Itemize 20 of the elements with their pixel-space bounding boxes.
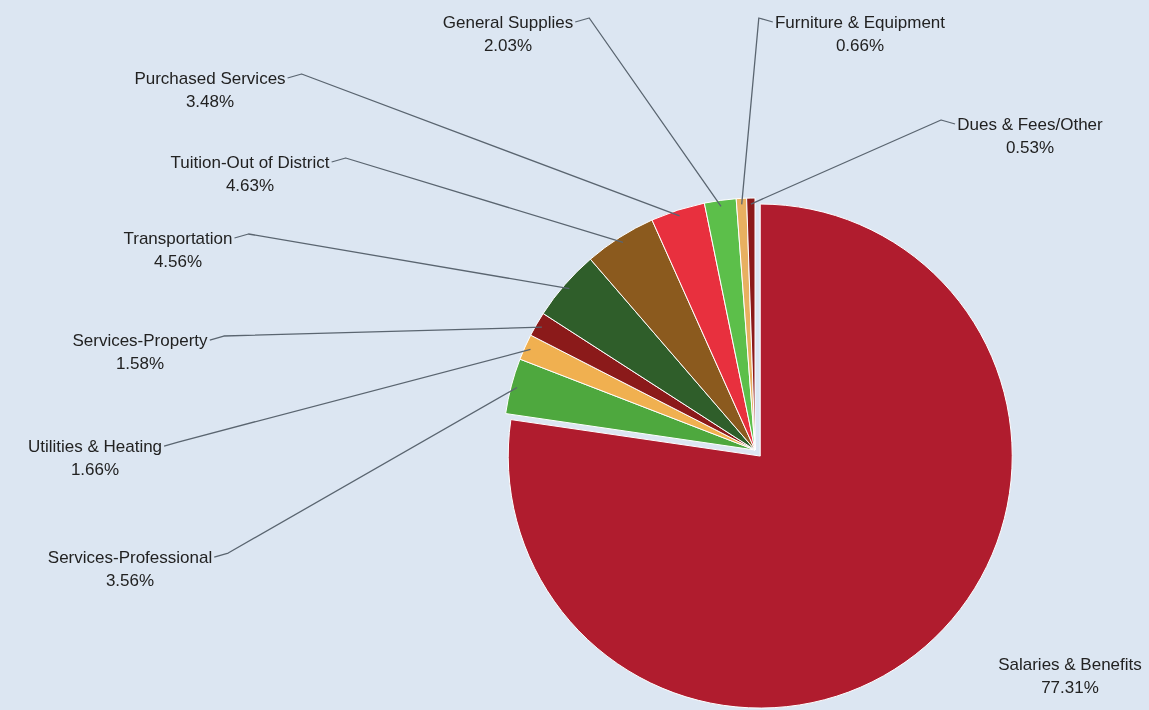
data-label: 0.53% xyxy=(1005,138,1055,157)
slice-label: Services-Property xyxy=(72,331,209,350)
slice-label: Utilities & Heating xyxy=(27,437,163,456)
slice-label: Salaries & Benefits xyxy=(998,655,1142,674)
data-label: 4.63% xyxy=(225,176,275,195)
data-label: 0.66% xyxy=(835,36,885,55)
slice-label: Transportation xyxy=(123,229,233,248)
slice-label: Furniture & Equipment xyxy=(774,13,946,32)
data-label: 3.56% xyxy=(105,571,155,590)
data-label: 4.56% xyxy=(153,252,203,271)
slice-label: Dues & Fees/Other xyxy=(957,115,1104,134)
slice-label: Tuition-Out of District xyxy=(170,153,330,172)
data-label: 77.31% xyxy=(1041,678,1099,697)
slice-label: General Supplies xyxy=(442,13,574,32)
data-label: 2.03% xyxy=(483,36,533,55)
data-label: 1.66% xyxy=(70,460,120,479)
slice-label: Purchased Services xyxy=(134,69,286,88)
slice-label: Services-Professional xyxy=(47,548,213,567)
data-label: 1.58% xyxy=(115,354,165,373)
data-label: 3.48% xyxy=(185,92,235,111)
